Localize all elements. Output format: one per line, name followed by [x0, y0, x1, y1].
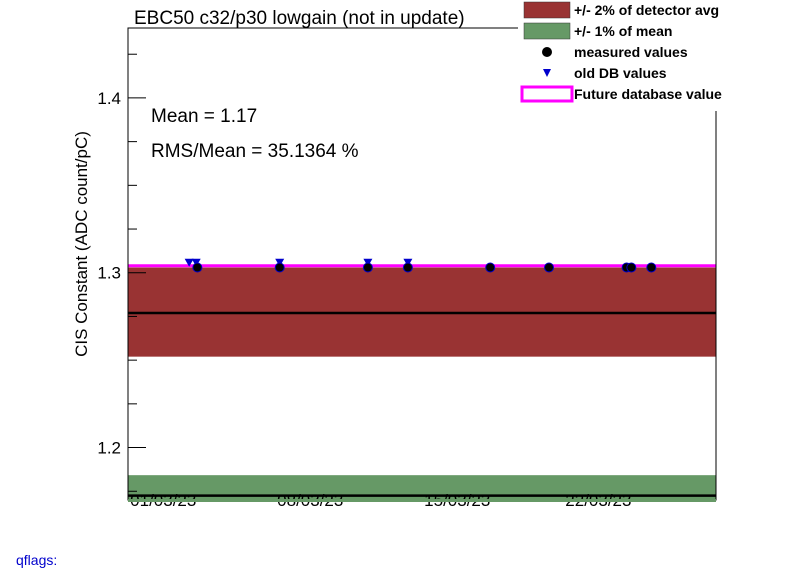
measured-marker: [402, 262, 413, 273]
measured-marker: [192, 262, 203, 273]
measured-marker: [362, 262, 373, 273]
measured-marker: [544, 262, 555, 273]
legend-label: Future database value: [574, 86, 722, 102]
qflags-label: qflags:: [16, 552, 58, 568]
legend-label: measured values: [574, 44, 688, 60]
legend-dot: [542, 47, 552, 57]
legend-label: +/- 2% of detector avg: [574, 2, 719, 18]
y-tick-label: 1.4: [97, 89, 121, 108]
legend-label: old DB values: [574, 65, 667, 81]
mean-stat: Mean = 1.17: [151, 106, 257, 127]
measured-marker: [274, 262, 285, 273]
legend-line-swatch: [520, 85, 574, 103]
legend-label: +/- 1% of mean: [574, 23, 672, 39]
y-tick-label: 1.3: [97, 264, 121, 283]
legend-swatch: [523, 22, 571, 40]
legend-swatch: [523, 1, 571, 19]
rms-stat: RMS/Mean = 35.1364 %: [151, 141, 359, 162]
plot-area: [128, 258, 716, 500]
measured-marker: [626, 262, 637, 273]
measured-marker: [485, 262, 496, 273]
mean-band-overlap: [128, 499, 716, 502]
legend-bg: [518, 0, 748, 111]
measured-marker: [646, 262, 657, 273]
old-db-marker: [184, 258, 194, 267]
y-axis-label: CIS Constant (ADC count/pC): [72, 131, 91, 357]
chart-title: EBC50 c32/p30 lowgain (not in update): [134, 8, 465, 29]
y-tick-label: 1.2: [97, 439, 121, 458]
legend-triangle: [543, 69, 551, 77]
